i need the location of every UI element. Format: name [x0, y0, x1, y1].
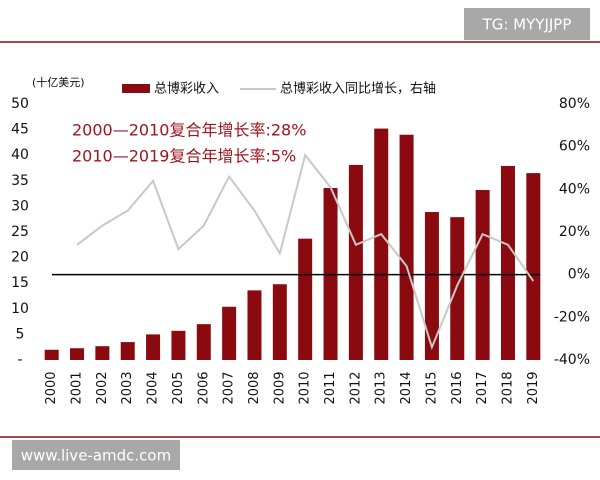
watermark: TG: MYYJJPP [482, 16, 572, 34]
watermark-box [464, 8, 590, 40]
x-tick-label: 2017 [475, 371, 490, 404]
y2-tick-label: 0% [568, 267, 590, 283]
x-tick-label: 2018 [500, 371, 515, 404]
bar [500, 165, 515, 360]
watermark-box [12, 440, 180, 470]
legend-swatch-bar [122, 84, 150, 93]
y-tick-label: 30 [11, 198, 29, 214]
bar [70, 348, 85, 360]
bar [374, 128, 389, 360]
y-tick-label: 20 [11, 250, 29, 266]
x-tick-label: 2002 [95, 371, 110, 404]
bar [247, 290, 262, 360]
bar [120, 342, 135, 360]
x-tick-label: 2012 [348, 371, 363, 404]
y-tick-label: 25 [11, 224, 29, 240]
x-tick-label: 2013 [374, 371, 389, 404]
y2-tick-label: -40% [554, 352, 590, 368]
x-tick-label: 2016 [450, 371, 465, 404]
bar [298, 238, 313, 360]
growth-line [76, 153, 535, 351]
y2-tick-label: -20% [554, 309, 590, 325]
x-tick-label: 2009 [272, 371, 287, 404]
x-tick-label: 2000 [44, 371, 59, 404]
y-tick-label: 45 [11, 122, 29, 138]
bar [348, 164, 363, 360]
y2-tick-label: 80% [559, 96, 590, 112]
y-tick-label: 10 [11, 301, 29, 317]
bar [146, 334, 161, 360]
x-tick-label: 2011 [323, 371, 338, 404]
bar [272, 284, 287, 360]
x-tick-label: 2008 [247, 371, 262, 404]
annotation: 2000—2010复合年增长率:28% [72, 121, 306, 140]
y2-tick-label: 60% [559, 139, 590, 155]
y2-tick-label: 40% [559, 181, 590, 197]
x-tick-label: 2010 [298, 371, 313, 404]
x-tick-label: 2005 [171, 371, 186, 404]
bar [424, 212, 439, 360]
bar [196, 324, 211, 360]
bar [399, 134, 414, 360]
x-tick-label: 2019 [526, 371, 541, 404]
y-unit-label: (十亿美元) [32, 75, 85, 89]
x-tick-label: 2015 [424, 371, 439, 404]
x-tick-label: 2003 [120, 371, 135, 404]
x-tick-label: 2014 [399, 371, 414, 404]
x-tick-label: 2004 [146, 371, 161, 404]
x-tick-label: 2007 [222, 371, 237, 404]
bar [171, 330, 186, 360]
bar [44, 349, 59, 360]
y-tick-label: 40 [11, 147, 29, 163]
y2-tick-label: 20% [559, 224, 590, 240]
legend-label: 总博彩收入 [154, 82, 219, 97]
watermark: www.live-amdc.com [21, 447, 171, 465]
y-tick-label: - [17, 352, 22, 368]
x-tick-label: 2001 [70, 371, 85, 404]
y-tick-label: 15 [11, 275, 29, 291]
bar [222, 306, 237, 360]
y-tick-label: 35 [11, 173, 29, 189]
legend-label: 总博彩收入同比增长，右轴 [280, 82, 436, 97]
bar [526, 173, 541, 360]
x-tick-label: 2006 [196, 371, 211, 404]
annotation: 2010—2019复合年增长率:5% [72, 147, 296, 166]
bar [95, 346, 110, 360]
y-tick-label: 5 [16, 326, 25, 342]
y-tick-label: 50 [11, 96, 29, 112]
bar [450, 217, 465, 360]
